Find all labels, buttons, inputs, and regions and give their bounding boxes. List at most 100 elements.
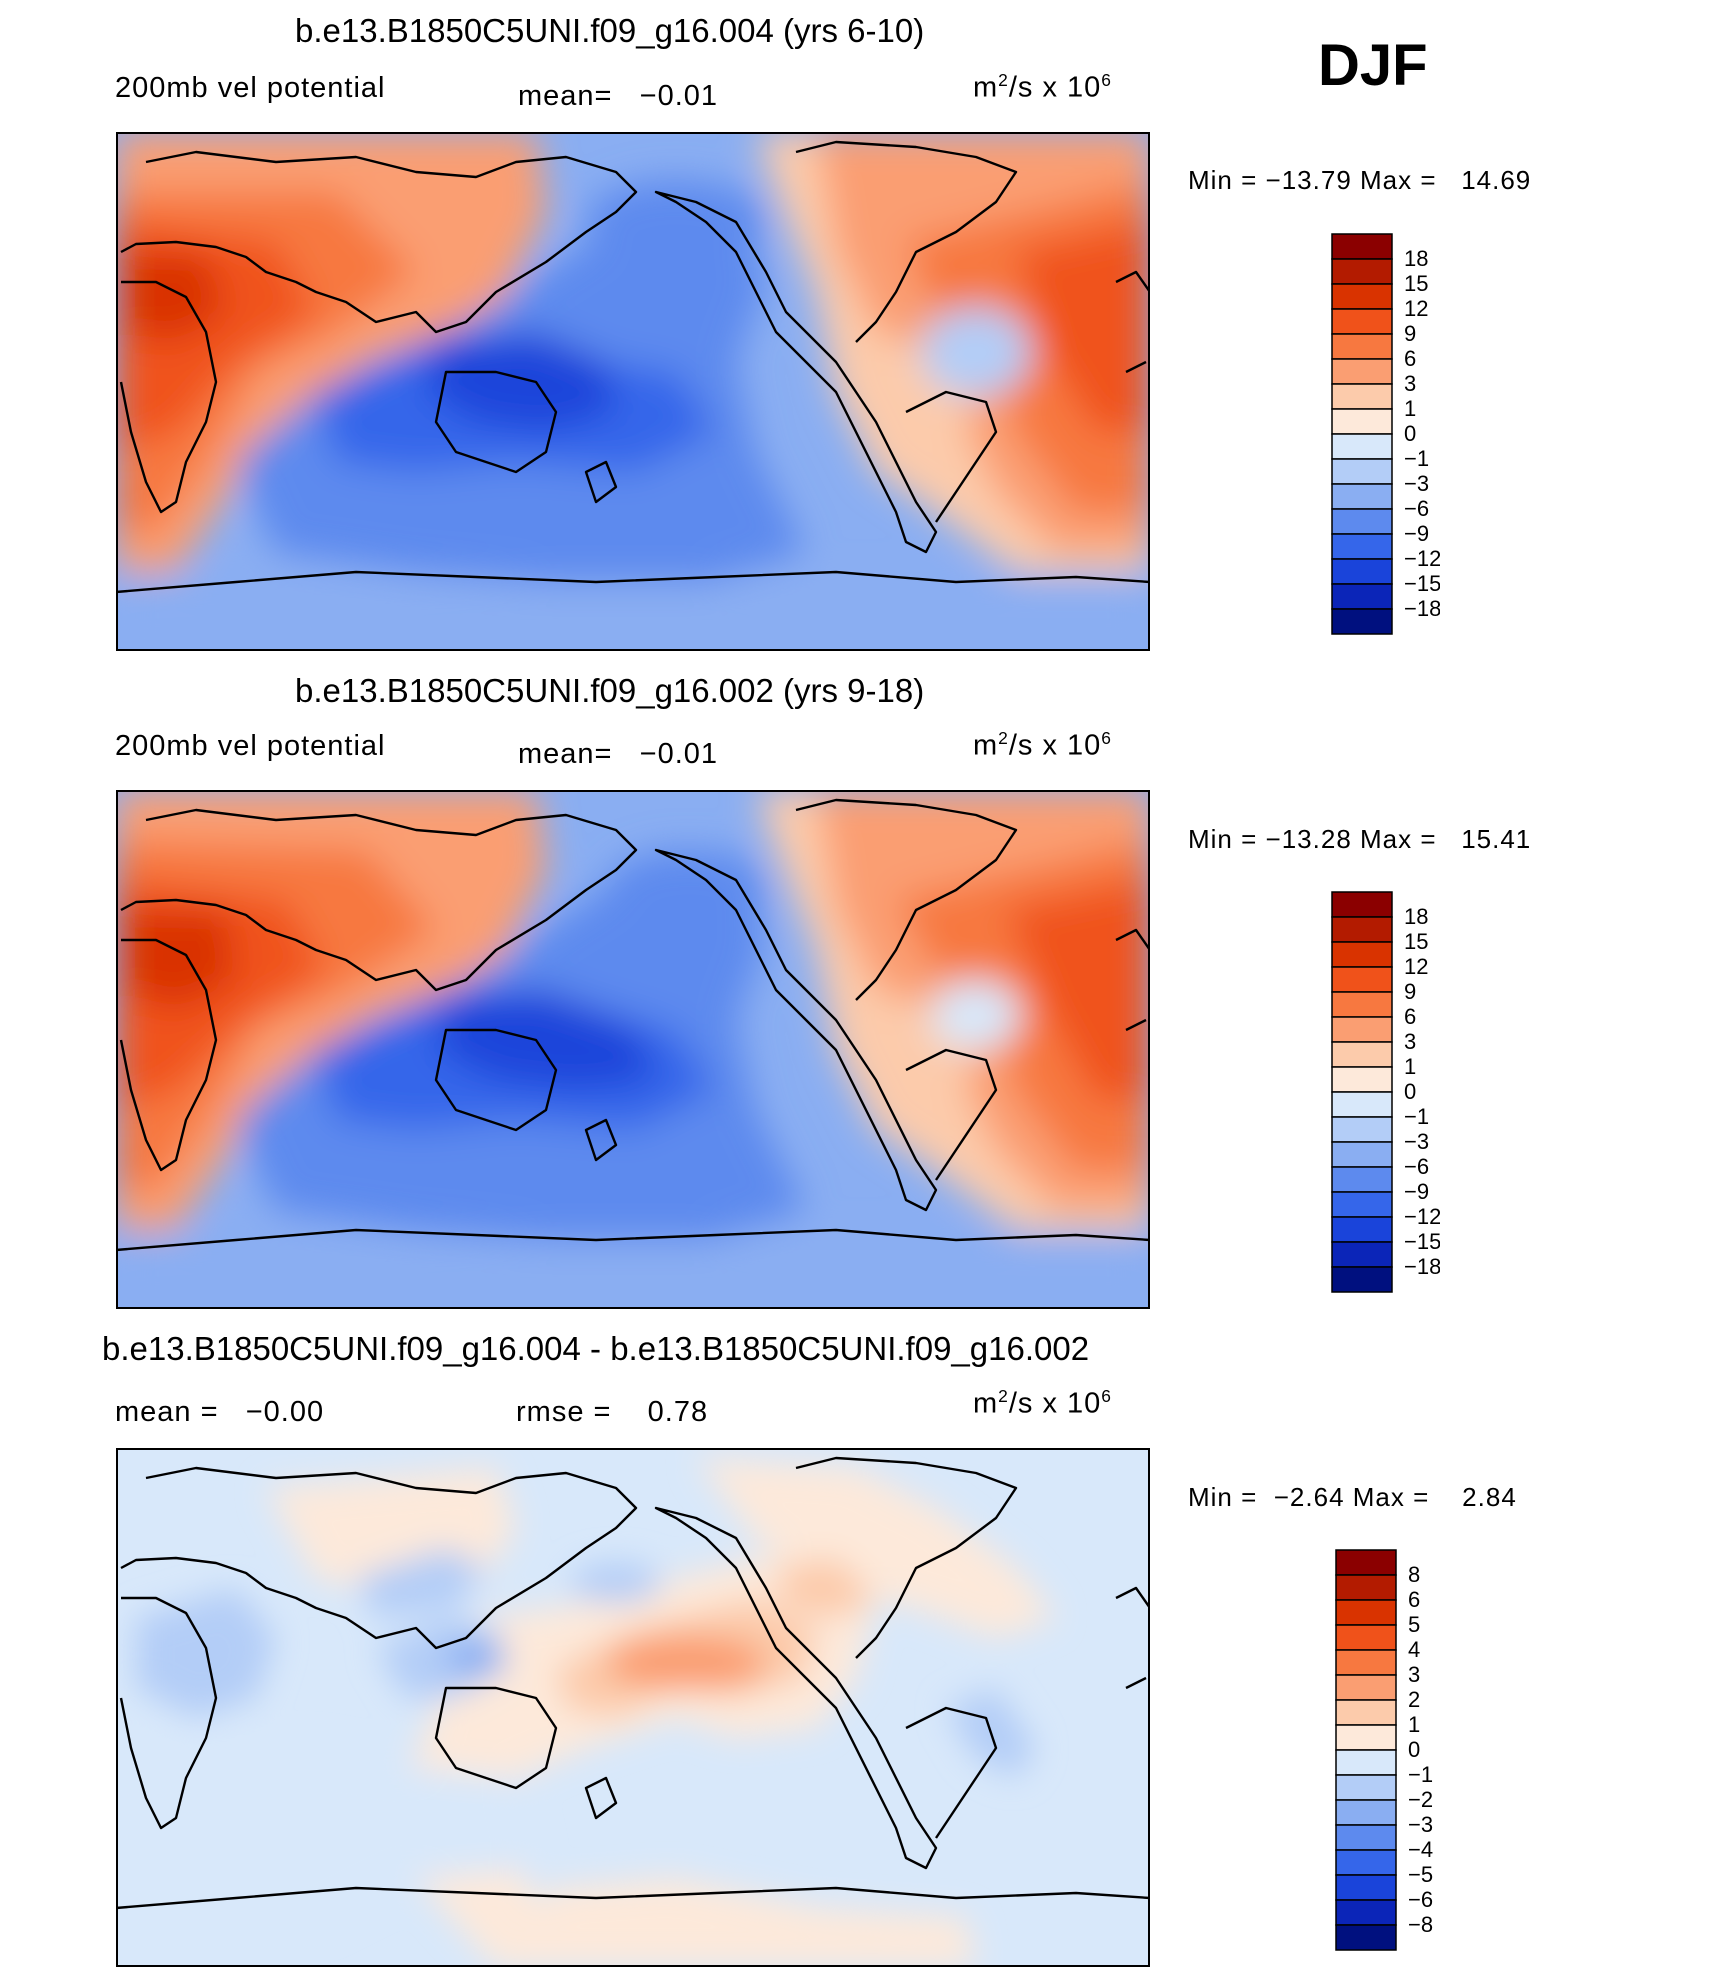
panel3-minmax: Min = −2.64 Max = 2.84 xyxy=(1188,1482,1517,1512)
panel3-map xyxy=(116,1448,1150,1967)
colorbar-swatch xyxy=(1331,308,1393,335)
colorbar-label: −9 xyxy=(1404,521,1429,546)
colorbar-swatch xyxy=(1331,1166,1393,1193)
colorbar-label: −4 xyxy=(1408,1837,1433,1862)
colorbar-label: 1 xyxy=(1408,1712,1420,1737)
colorbar-label: −18 xyxy=(1404,1254,1440,1279)
colorbar-swatch xyxy=(1335,1649,1397,1676)
colorbar-swatch xyxy=(1331,483,1393,510)
panel2-title: b.e13.B1850C5UNI.f09_g16.002 (yrs 9-18) xyxy=(295,672,925,709)
colorbar-swatch xyxy=(1335,1724,1397,1751)
colorbar-label: 6 xyxy=(1408,1587,1420,1612)
colorbar-label: −3 xyxy=(1404,471,1429,496)
colorbar-swatch xyxy=(1331,891,1393,918)
colorbar-swatch xyxy=(1331,583,1393,610)
colorbar-swatch xyxy=(1335,1599,1397,1626)
colorbar-swatch xyxy=(1335,1574,1397,1601)
colorbar-label: 3 xyxy=(1408,1662,1420,1687)
colorbar-swatch xyxy=(1331,1116,1393,1143)
colorbar-label: −8 xyxy=(1408,1912,1433,1937)
colorbar-label: −6 xyxy=(1404,496,1429,521)
panel2-minmax: Min = −13.28 Max = 15.41 xyxy=(1188,824,1532,854)
colorbar-label: −1 xyxy=(1404,446,1429,471)
colorbar-label: 18 xyxy=(1404,246,1428,271)
colorbar-label: −2 xyxy=(1408,1787,1433,1812)
season-label: DJF xyxy=(1318,33,1428,98)
colorbar-swatch xyxy=(1335,1799,1397,1826)
colorbar-swatch xyxy=(1331,1266,1393,1293)
panel1-mean: mean= −0.01 xyxy=(518,80,719,112)
colorbar-swatch xyxy=(1331,1216,1393,1243)
colorbar-label: 8 xyxy=(1408,1562,1420,1587)
colorbar-label: −18 xyxy=(1404,596,1440,621)
colorbar-label: 15 xyxy=(1404,271,1428,296)
colorbar-swatch xyxy=(1335,1699,1397,1726)
panel3-units: m2/s x 106 xyxy=(973,1386,1112,1420)
colorbar-swatch xyxy=(1331,1091,1393,1118)
colorbar-label: −9 xyxy=(1404,1179,1429,1204)
colorbar-label: −6 xyxy=(1404,1154,1429,1179)
colorbar-label: −1 xyxy=(1408,1762,1433,1787)
colorbar-swatch xyxy=(1331,608,1393,635)
colorbar-swatch xyxy=(1335,1849,1397,1876)
panel1-minmax: Min = −13.79 Max = 14.69 xyxy=(1188,165,1532,195)
colorbar-label: 15 xyxy=(1404,929,1428,954)
panel1-map xyxy=(116,132,1150,651)
colorbar-swatch xyxy=(1331,1066,1393,1093)
colorbar-swatch xyxy=(1331,966,1393,993)
panel3-title: b.e13.B1850C5UNI.f09_g16.004 - b.e13.B18… xyxy=(102,1330,1090,1367)
colorbar-label: 6 xyxy=(1404,1004,1416,1029)
colorbar-swatch xyxy=(1335,1874,1397,1901)
colorbar-swatch xyxy=(1335,1624,1397,1651)
colorbar-swatch xyxy=(1331,533,1393,560)
panel1-field-label: 200mb vel potential xyxy=(115,72,386,104)
colorbar-swatch xyxy=(1331,408,1393,435)
colorbar-label: −1 xyxy=(1404,1104,1429,1129)
colorbar-swatch xyxy=(1335,1749,1397,1776)
colorbar-label: 2 xyxy=(1408,1687,1420,1712)
colorbar-swatch xyxy=(1331,258,1393,285)
colorbar-swatch xyxy=(1331,991,1393,1018)
colorbar-swatch xyxy=(1331,333,1393,360)
colorbar-swatch xyxy=(1335,1824,1397,1851)
colorbar-swatch xyxy=(1331,283,1393,310)
colorbar-swatch xyxy=(1331,358,1393,385)
colorbar-swatch xyxy=(1331,941,1393,968)
colorbar-label: 3 xyxy=(1404,371,1416,396)
panel3-rmse: rmse = 0.78 xyxy=(516,1396,709,1428)
panel2-units: m2/s x 106 xyxy=(973,728,1112,762)
colorbar-label: 9 xyxy=(1404,979,1416,1004)
colorbar-label: −6 xyxy=(1408,1887,1433,1912)
colorbar-swatch xyxy=(1335,1774,1397,1801)
colorbar-swatch xyxy=(1331,508,1393,535)
colorbar-label: 0 xyxy=(1408,1737,1420,1762)
colorbar-label: 18 xyxy=(1404,904,1428,929)
panel1-units: m2/s x 106 xyxy=(973,70,1112,104)
colorbar-label: 9 xyxy=(1404,321,1416,346)
colorbar-swatch xyxy=(1331,1016,1393,1043)
colorbar-label: 0 xyxy=(1404,1079,1416,1104)
colorbar-swatch xyxy=(1331,1041,1393,1068)
colorbar-label: 4 xyxy=(1408,1637,1420,1662)
colorbar-label: −5 xyxy=(1408,1862,1433,1887)
colorbar-label: 0 xyxy=(1404,421,1416,446)
colorbar-swatch xyxy=(1335,1674,1397,1701)
colorbar-label: −15 xyxy=(1404,571,1440,596)
colorbar-swatch xyxy=(1331,233,1393,260)
colorbar-swatch xyxy=(1335,1549,1397,1576)
colorbar-swatch xyxy=(1331,1141,1393,1168)
colorbar-label: 1 xyxy=(1404,396,1416,421)
colorbar-swatch xyxy=(1331,1241,1393,1268)
panel1-title: b.e13.B1850C5UNI.f09_g16.004 (yrs 6-10) xyxy=(295,12,925,49)
colorbar-label: 1 xyxy=(1404,1054,1416,1079)
panel2-mean: mean= −0.01 xyxy=(518,738,719,770)
colorbar-swatch xyxy=(1331,383,1393,410)
colorbar-label: 3 xyxy=(1404,1029,1416,1054)
panel2-map xyxy=(116,790,1150,1309)
colorbar-swatch xyxy=(1331,433,1393,460)
colorbar-label: 6 xyxy=(1404,346,1416,371)
colorbar-label: −3 xyxy=(1404,1129,1429,1154)
